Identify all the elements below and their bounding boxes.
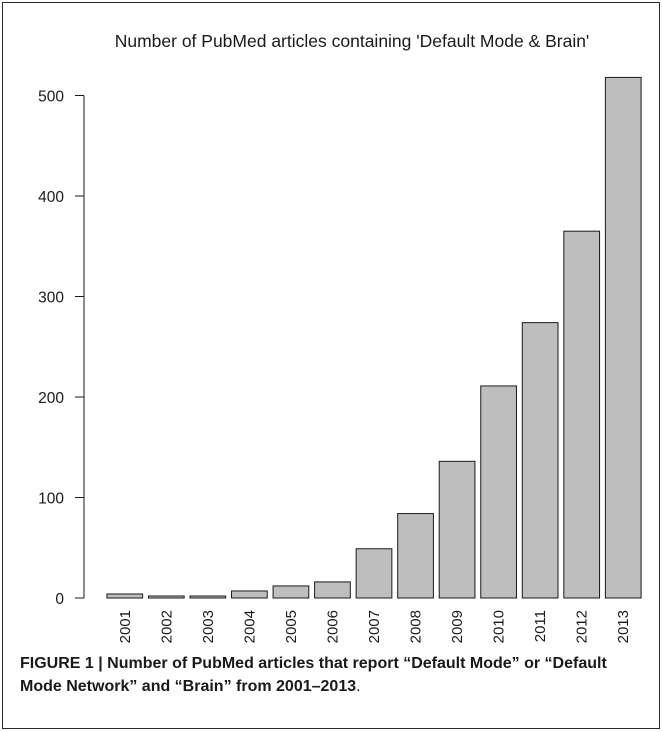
x-tick-label: 2007	[366, 610, 383, 643]
figure-caption: FIGURE 1 | Number of PubMed articles tha…	[20, 652, 640, 698]
bar-2002	[147, 595, 185, 599]
x-tick-label: 2012	[574, 610, 591, 643]
x-tick-label: 2001	[117, 610, 134, 643]
x-tick-label: 2011	[532, 610, 549, 642]
bar-2009	[438, 460, 476, 599]
caption-figure-label: FIGURE 1 |	[20, 655, 103, 672]
y-axis: 0 100 200 300 400 500	[38, 89, 85, 608]
y-tick-label: 500	[38, 89, 64, 106]
x-tick-label: 2006	[324, 610, 341, 643]
x-tick-label: 2009	[449, 610, 466, 643]
caption-text: Number of PubMed articles that report “D…	[20, 655, 607, 695]
bar-2013	[604, 76, 642, 599]
y-tick-label: 200	[38, 390, 64, 407]
x-tick-label: 2008	[408, 610, 425, 643]
y-tick-label: 400	[38, 189, 64, 206]
bar-chart: Number of PubMed articles containing 'De…	[38, 31, 642, 643]
y-tick-label: 0	[55, 591, 64, 608]
y-tick-label: 300	[38, 290, 64, 307]
chart-title: Number of PubMed articles containing 'De…	[115, 31, 590, 51]
bar-2006	[314, 581, 351, 599]
bar-2005	[272, 585, 310, 599]
bar-2003	[189, 595, 227, 599]
x-tick-label: 2004	[241, 610, 258, 643]
bar-2004	[231, 590, 268, 599]
x-tick-label: 2010	[491, 610, 508, 643]
x-tick-label: 2005	[283, 610, 300, 643]
x-tick-label: 2002	[158, 610, 175, 643]
bar-2001	[106, 593, 144, 599]
bar-2012	[563, 230, 601, 599]
bar-2011	[521, 322, 559, 599]
x-axis-labels: 2001 2002 2003 2004 2005 2006 2007 2008 2009 2010…	[117, 610, 632, 643]
y-tick-label: 100	[38, 491, 64, 508]
bars-group	[106, 76, 642, 599]
x-tick-label: 2003	[200, 610, 217, 643]
caption-end-punct: .	[356, 678, 361, 695]
x-tick-label: 2013	[615, 610, 632, 643]
bar-2010	[480, 385, 517, 599]
bar-2008	[397, 513, 434, 599]
bar-2007	[355, 548, 393, 599]
